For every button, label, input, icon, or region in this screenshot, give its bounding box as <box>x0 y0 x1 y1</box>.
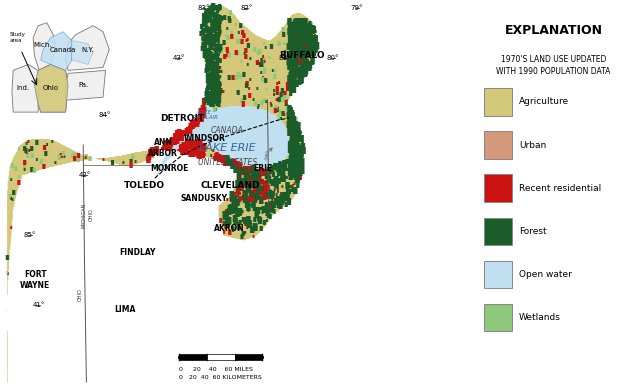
Text: LIMA: LIMA <box>114 305 136 314</box>
Text: ERIE: ERIE <box>253 163 272 172</box>
Text: BUFFALO: BUFFALO <box>279 51 325 60</box>
Text: 82°: 82° <box>240 5 253 11</box>
Text: 1970'S LAND USE UPDATED
WITH 1990 POPULATION DATA: 1970'S LAND USE UPDATED WITH 1990 POPULA… <box>497 55 611 76</box>
Text: Agriculture: Agriculture <box>519 98 569 106</box>
Text: Ind.: Ind. <box>17 85 29 91</box>
Text: MICHIGAN: MICHIGAN <box>82 202 87 228</box>
Text: OHIO: OHIO <box>77 289 83 301</box>
FancyBboxPatch shape <box>484 218 512 245</box>
FancyBboxPatch shape <box>484 131 512 159</box>
Bar <box>207 354 235 360</box>
Polygon shape <box>35 64 68 112</box>
Text: 42°: 42° <box>79 172 92 178</box>
Text: LAKE ERIE: LAKE ERIE <box>199 143 255 153</box>
Text: 43°: 43° <box>173 55 186 61</box>
FancyBboxPatch shape <box>484 88 512 116</box>
Bar <box>179 354 207 360</box>
Text: Study
area: Study area <box>10 32 26 43</box>
Text: Urban: Urban <box>519 141 547 149</box>
Text: 85°: 85° <box>24 232 36 238</box>
Text: LAKE
ST. CLAIR: LAKE ST. CLAIR <box>192 110 218 120</box>
Text: Forest: Forest <box>519 227 547 236</box>
Bar <box>235 354 262 360</box>
Text: 79°: 79° <box>351 5 364 11</box>
Text: EXPLANATION: EXPLANATION <box>504 24 603 36</box>
Text: Recent residential: Recent residential <box>519 184 602 192</box>
Text: CLEVELAND: CLEVELAND <box>201 180 260 189</box>
Text: 84°: 84° <box>98 112 111 118</box>
Text: DETROIT: DETROIT <box>161 114 204 123</box>
Text: FINDLAY: FINDLAY <box>120 247 156 256</box>
Polygon shape <box>65 26 109 71</box>
Text: TOLEDO: TOLEDO <box>124 180 164 189</box>
Text: Ohio: Ohio <box>43 85 59 91</box>
Text: SANDUSKY: SANDUSKY <box>180 194 227 203</box>
Text: 83°: 83° <box>197 5 210 11</box>
Polygon shape <box>33 23 56 75</box>
Text: 0   20  40  60 KILOMETERS: 0 20 40 60 KILOMETERS <box>179 375 262 380</box>
Text: OHIO: OHIO <box>89 209 94 221</box>
FancyBboxPatch shape <box>484 304 512 331</box>
Polygon shape <box>72 41 93 64</box>
Text: Open water: Open water <box>519 270 572 279</box>
Polygon shape <box>65 71 106 100</box>
FancyBboxPatch shape <box>484 261 512 288</box>
Text: N.Y.: N.Y. <box>82 47 94 53</box>
Text: 0     20    40    60 MILES: 0 20 40 60 MILES <box>179 367 253 372</box>
Polygon shape <box>41 32 72 71</box>
Text: 80°: 80° <box>326 55 339 61</box>
Text: 41°: 41° <box>32 302 45 308</box>
Text: Mich.: Mich. <box>34 42 52 48</box>
Text: PA.: PA. <box>269 145 275 151</box>
Text: FORT
WAYNE: FORT WAYNE <box>20 270 51 290</box>
FancyBboxPatch shape <box>484 174 512 202</box>
Polygon shape <box>12 64 38 112</box>
Text: ANN
ARBOR: ANN ARBOR <box>148 138 178 158</box>
Text: Pa.: Pa. <box>78 82 88 88</box>
Text: 81°: 81° <box>278 55 291 61</box>
Text: WINDSOR: WINDSOR <box>184 134 226 143</box>
Text: Canada: Canada <box>50 47 76 53</box>
Polygon shape <box>35 64 68 112</box>
Text: UNITED STATES: UNITED STATES <box>198 158 257 167</box>
Text: CANADA: CANADA <box>211 125 244 134</box>
Text: AKRON: AKRON <box>214 223 244 232</box>
Text: MONROE: MONROE <box>150 163 189 172</box>
Text: Wetlands: Wetlands <box>519 313 561 322</box>
Text: OHIO: OHIO <box>264 149 271 161</box>
